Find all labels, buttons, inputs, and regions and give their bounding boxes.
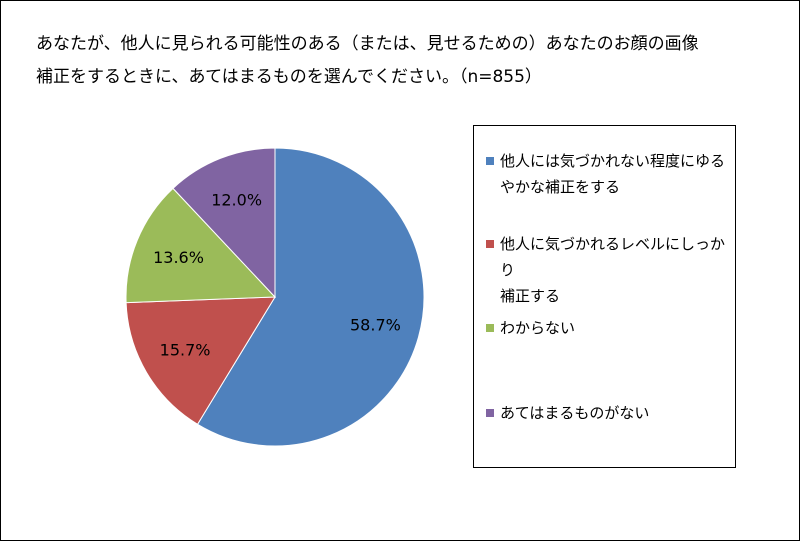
- legend-label-none-apply: あてはまるものがない: [500, 404, 650, 422]
- chart-title: あなたが、他人に見られる可能性のある（または、見せるための）あなたのお顔の画像 …: [36, 28, 776, 94]
- pie-slice-gentle-correction: [196, 147, 425, 447]
- data-label-gentle-correction: 58.7%: [350, 316, 401, 335]
- legend-swatch-none-apply: [486, 409, 494, 417]
- data-label-dont-know: 13.6%: [153, 248, 204, 267]
- legend-swatch-gentle-correction: [486, 157, 494, 165]
- legend: 他人には気づかれない程度にゆる やかな補正をする 他人に気づかれるレベルにしっか…: [473, 125, 736, 468]
- legend-item-none-apply: あてはまるものがない: [486, 400, 731, 426]
- legend-label-gentle-correction-line-1: 他人には気づかれない程度にゆる: [500, 152, 726, 170]
- pie-slice-strong-correction: [125, 296, 276, 425]
- legend-swatch-strong-correction: [486, 240, 494, 248]
- data-label-strong-correction: 15.7%: [160, 340, 211, 359]
- chart-title-line-1: あなたが、他人に見られる可能性のある（または、見せるための）あなたのお顔の画像: [36, 34, 699, 54]
- legend-label-strong-correction-line-2: 補正する: [500, 287, 561, 305]
- legend-item-strong-correction: 他人に気づかれるレベルにしっかり 補正する: [486, 231, 731, 309]
- legend-item-gentle-correction: 他人には気づかれない程度にゆる やかな補正をする: [486, 148, 731, 200]
- legend-label-dont-know: わからない: [500, 319, 576, 337]
- chart-title-line-2: 補正をするときに、あてはまるものを選んでください。（n=855）: [36, 67, 542, 87]
- pie-slice-dont-know: [125, 187, 277, 304]
- data-label-none-apply: 12.0%: [211, 191, 262, 210]
- pie-slice-none-apply: [172, 147, 276, 299]
- legend-item-dont-know: わからない: [486, 315, 731, 341]
- legend-label-strong-correction-line-1: 他人に気づかれるレベルにしっかり: [500, 235, 726, 279]
- legend-label-gentle-correction-line-2: やかな補正をする: [500, 178, 621, 196]
- legend-swatch-dont-know: [486, 324, 494, 332]
